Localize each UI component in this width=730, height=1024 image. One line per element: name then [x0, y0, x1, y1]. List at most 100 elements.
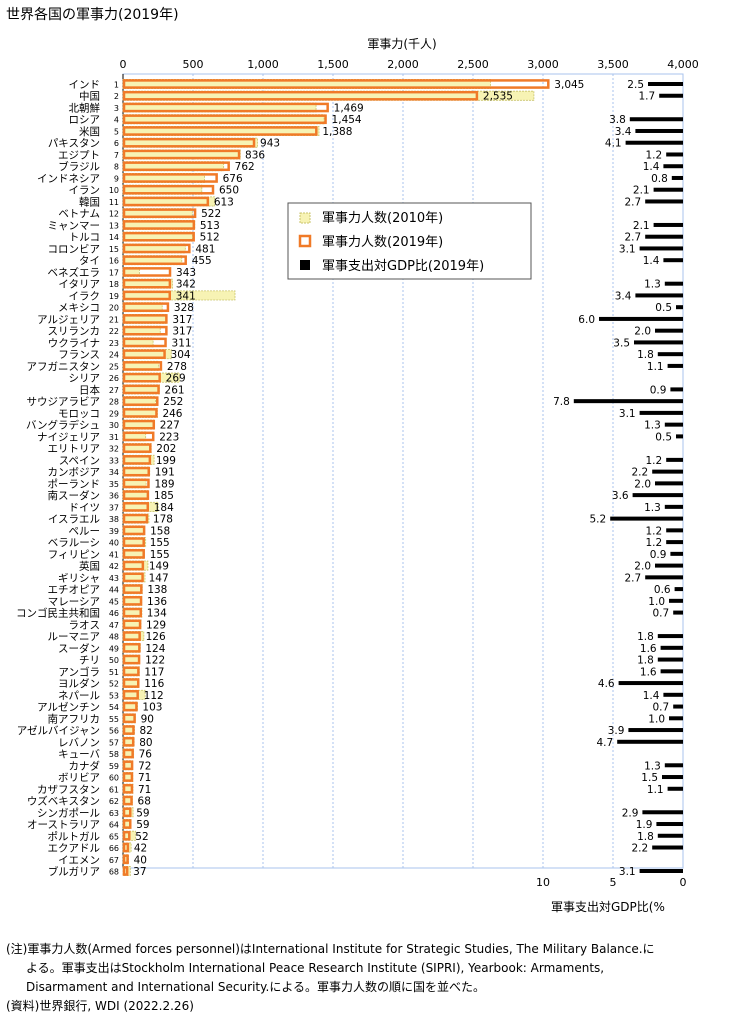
top-tick-label: 1,000 [247, 58, 279, 71]
country-label: ベネズエラ [48, 266, 101, 279]
country-label: トルコ [69, 232, 100, 244]
country-label: コロンビア [48, 243, 101, 255]
bar-2019 [122, 584, 143, 594]
country-label: シリア [69, 373, 101, 385]
gdp-label: 1.2 [645, 149, 662, 161]
country-label: カザフスタン [37, 784, 100, 796]
gdp-label: 4.6 [598, 678, 615, 690]
military-chart: 軍事力(千人) 軍事支出対GDP比(% 0 500 1,000 1,500 2,000 2… [16, 37, 699, 914]
country-label: ラオス [69, 619, 101, 631]
gdp-bar [618, 681, 683, 686]
bar-2019 [122, 560, 145, 571]
value-label: 613 [214, 196, 234, 208]
value-label: 52 [135, 831, 148, 843]
value-label: 481 [195, 243, 215, 255]
gdp-label: 1.8 [637, 349, 654, 361]
value-label: 317 [172, 314, 192, 326]
note-line: Disarmament and International Security.に… [26, 980, 485, 994]
bar-2019 [122, 642, 141, 653]
legend-label-2019: 軍事力人数(2019年) [322, 235, 443, 250]
gdp-bar [667, 363, 683, 368]
bar-2019 [122, 220, 196, 230]
gdp-label: 7.8 [553, 396, 570, 408]
gdp-bar [657, 352, 683, 357]
bar-2019 [122, 549, 145, 559]
gdp-bar [642, 810, 683, 815]
rank-label: 30 [109, 421, 119, 430]
value-label: 512 [200, 232, 220, 244]
value-label: 522 [201, 208, 221, 220]
bar-2019 [122, 372, 161, 383]
gdp-bar [657, 634, 683, 639]
bar-2019 [122, 196, 210, 207]
value-label: 112 [144, 690, 164, 702]
rank-label: 3 [114, 104, 119, 113]
rank-label: 65 [109, 832, 119, 841]
value-label: 129 [146, 619, 166, 631]
bar-2019 [122, 419, 156, 430]
bar-2019 [122, 725, 135, 735]
legend-label-2010: 軍事力人数(2010年) [322, 211, 443, 226]
gdp-label: 2.7 [624, 196, 641, 208]
bottom-tick-label: 10 [536, 876, 550, 889]
bar-2019 [122, 443, 152, 453]
gdp-label: 1.3 [644, 502, 661, 514]
value-label: 59 [136, 819, 149, 831]
gdp-label: 1.6 [640, 643, 657, 655]
country-label: エリトリア [48, 443, 101, 455]
rank-label: 19 [109, 292, 119, 301]
bar-2019 [122, 807, 132, 818]
country-label: エクアドル [48, 843, 101, 855]
top-tick-label: 2,500 [457, 58, 489, 71]
value-label: 3,045 [554, 79, 584, 91]
gdp-label: 3.4 [615, 126, 632, 138]
gdp-label: 2.1 [633, 185, 650, 197]
rank-label: 63 [109, 809, 119, 818]
rank-label: 40 [109, 539, 119, 548]
gdp-bar [645, 199, 683, 204]
gdp-bar [659, 93, 683, 98]
bar-2019 [122, 701, 138, 712]
value-label: 762 [235, 161, 255, 173]
gdp-bar [599, 316, 683, 321]
gdp-bar [670, 551, 683, 556]
bar-2019 [122, 783, 134, 794]
note-line: (注)軍事力人数(Armed forces personnel)はInterna… [6, 942, 655, 956]
bar-2019 [122, 854, 129, 865]
value-label: 71 [138, 784, 151, 796]
rank-label: 35 [109, 480, 119, 489]
bar-2019 [122, 79, 550, 89]
value-label: 117 [144, 666, 164, 678]
country-label: キューバ [58, 749, 100, 761]
rank-label: 42 [109, 562, 119, 571]
rank-label: 32 [109, 445, 119, 454]
rank-label: 37 [109, 503, 119, 512]
gdp-bar [666, 528, 683, 533]
rank-label: 48 [109, 633, 119, 642]
country-label: ルーマニア [48, 631, 101, 643]
top-tick-label: 0 [120, 58, 127, 71]
rank-label: 2 [114, 92, 119, 101]
value-label: 343 [176, 267, 196, 279]
value-label: 278 [167, 361, 187, 373]
gdp-bar [653, 187, 683, 192]
country-label: マレーシア [48, 596, 100, 608]
axis-ticks: 0 500 1,000 1,500 2,000 2,500 3,000 3,500 4,000 1… [120, 58, 699, 889]
country-label: アルジェリア [37, 314, 100, 326]
rank-label: 22 [109, 327, 119, 336]
country-label: 日本 [79, 383, 100, 396]
country-label: 南アフリカ [48, 712, 101, 725]
country-label: ウズベキスタン [27, 795, 100, 808]
gdp-bar [663, 258, 683, 263]
rank-label: 4 [114, 116, 119, 125]
gdp-bar [676, 434, 683, 439]
gdp-bar [652, 845, 683, 850]
value-label: 72 [138, 760, 151, 772]
country-label: ミャンマー [48, 220, 101, 232]
bar-2019 [122, 455, 152, 465]
rank-label: 10 [109, 186, 119, 195]
gdp-label: 1.1 [647, 361, 664, 373]
bar-2019 [122, 631, 141, 641]
gdp-label: 2.7 [624, 572, 641, 584]
gdp-label: 1.4 [643, 255, 660, 267]
